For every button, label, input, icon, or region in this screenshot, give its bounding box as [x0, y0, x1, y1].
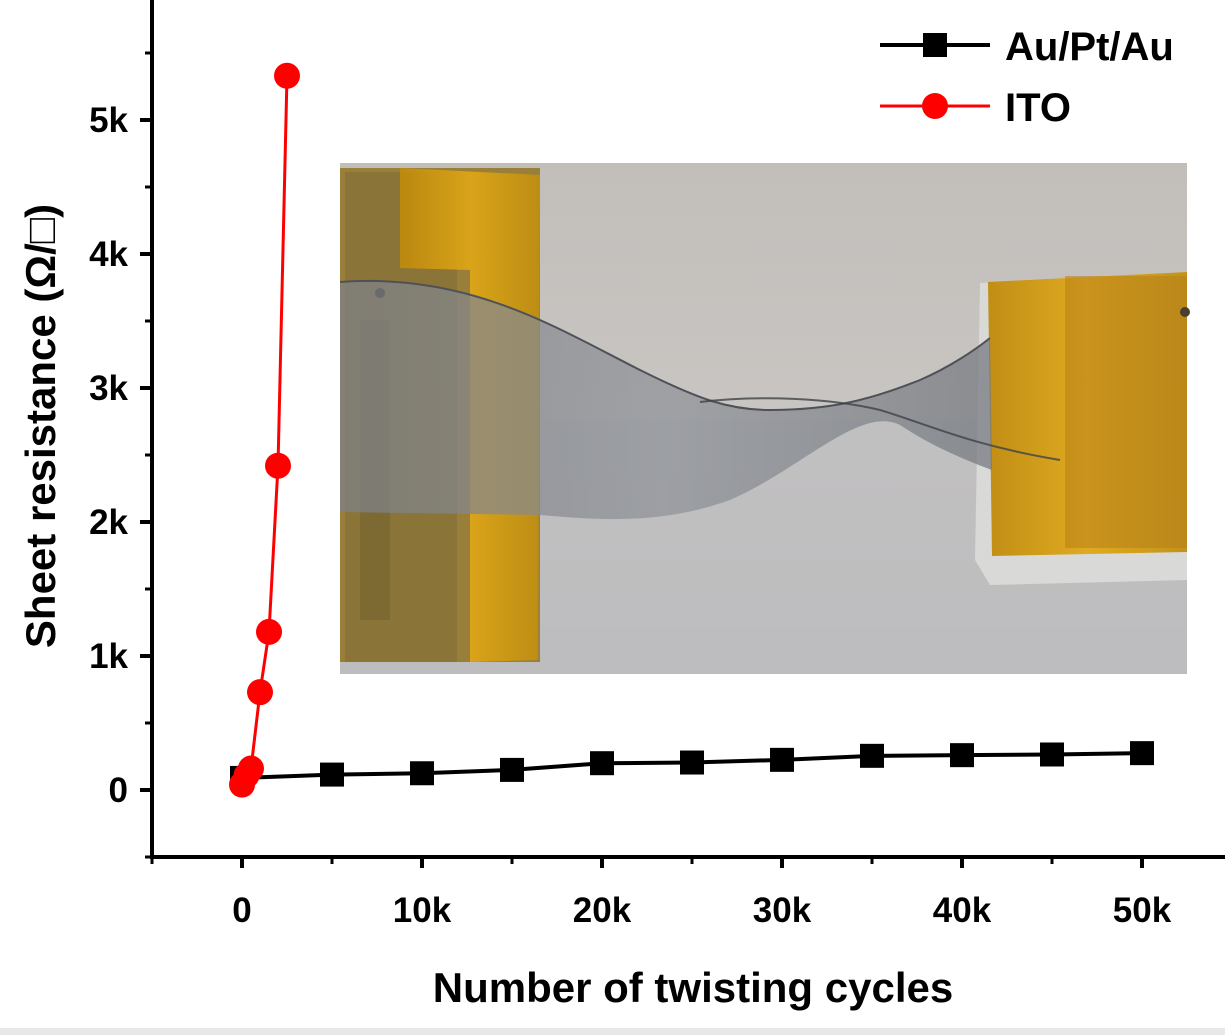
data-point-au-pt-au: [680, 750, 704, 775]
series-layer: [229, 62, 1154, 798]
data-point-ito: [274, 62, 300, 89]
legend: Au/Pt/Au ITO: [880, 25, 1174, 130]
data-point-au-pt-au: [860, 743, 884, 768]
inset-photo: [339, 163, 1190, 674]
data-point-au-pt-au: [320, 762, 344, 787]
x-tick-label: 40k: [933, 891, 992, 930]
data-point-ito: [256, 618, 282, 645]
legend-item-au-pt-au: Au/Pt/Au: [880, 25, 1174, 69]
data-point-au-pt-au: [500, 757, 524, 782]
data-point-ito: [265, 452, 291, 479]
legend-label-ito: ITO: [1005, 86, 1071, 130]
y-tick-label: 5k: [89, 101, 128, 140]
data-point-au-pt-au: [950, 743, 974, 768]
y-tick-label: 1k: [89, 637, 128, 676]
data-point-ito: [247, 679, 273, 706]
axes: 0 10k 20k 30k 40k 50k 0 1k 2k 3k 4k 5k: [89, 0, 1225, 930]
y-tick-label: 0: [109, 771, 128, 810]
window-bottom-edge: [0, 1028, 1225, 1035]
y-tick-label: 3k: [89, 369, 128, 408]
data-point-au-pt-au: [410, 761, 434, 786]
y-tick-label: 4k: [89, 235, 128, 274]
data-point-au-pt-au: [1040, 742, 1064, 767]
legend-label-au-pt-au: Au/Pt/Au: [1005, 25, 1174, 69]
data-point-au-pt-au: [770, 747, 794, 772]
x-tick-label: 0: [232, 891, 251, 930]
data-point-au-pt-au: [1130, 741, 1154, 766]
data-point-ito: [238, 755, 264, 782]
x-tick-label: 30k: [753, 891, 812, 930]
x-tick-label: 20k: [573, 891, 632, 930]
x-tick-label: 10k: [393, 891, 452, 930]
y-tick-label: 2k: [89, 503, 128, 542]
data-point-au-pt-au: [590, 751, 614, 776]
x-tick-label: 50k: [1113, 891, 1172, 930]
series-line-ito: [240, 75, 289, 786]
x-axis-title: Number of twisting cycles: [433, 964, 953, 1011]
legend-item-ito: ITO: [880, 86, 1071, 130]
y-axis-title: Sheet resistance (Ω/□): [17, 204, 64, 648]
